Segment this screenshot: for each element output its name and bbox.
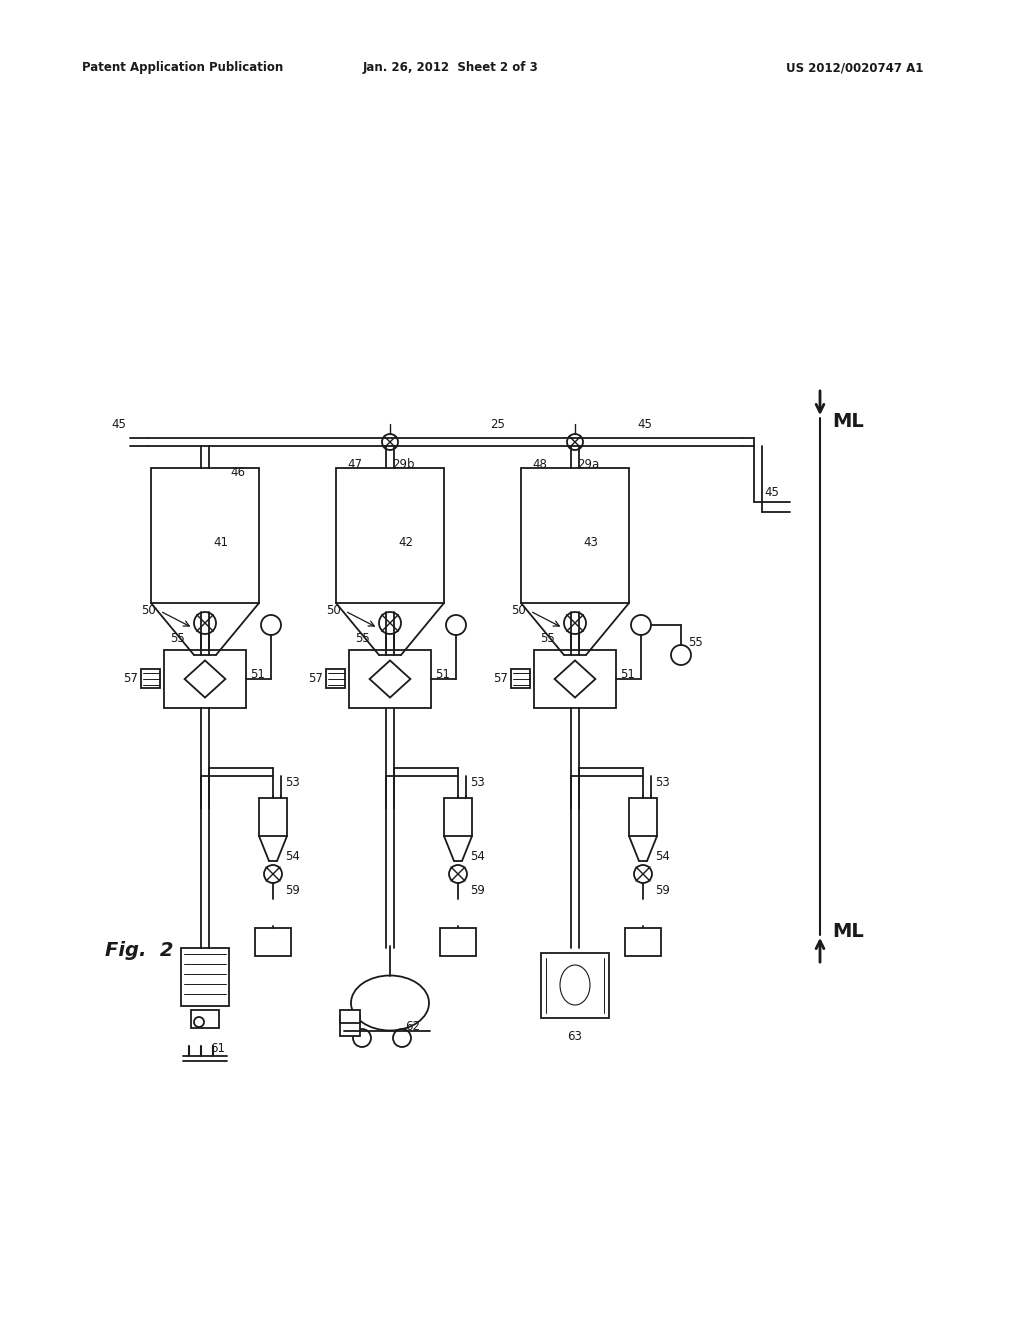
Text: 42: 42 — [398, 536, 413, 549]
Text: 57: 57 — [494, 672, 508, 685]
Text: 41: 41 — [213, 536, 228, 549]
Bar — [259, 799, 287, 836]
Text: 46: 46 — [230, 466, 245, 479]
Circle shape — [631, 615, 651, 635]
Bar — [629, 799, 657, 836]
Bar — [181, 948, 229, 1006]
Text: 55: 55 — [355, 631, 370, 644]
Text: 48: 48 — [532, 458, 547, 470]
Polygon shape — [370, 660, 411, 697]
Text: 55: 55 — [540, 631, 555, 644]
Text: 54: 54 — [285, 850, 300, 862]
Text: 50: 50 — [327, 605, 341, 618]
Text: 29b: 29b — [392, 458, 415, 470]
Circle shape — [671, 645, 691, 665]
Text: 45: 45 — [112, 417, 126, 430]
Bar — [440, 928, 476, 956]
Text: 54: 54 — [655, 850, 670, 862]
Text: 53: 53 — [470, 776, 484, 789]
Polygon shape — [555, 660, 595, 697]
Bar — [255, 928, 291, 956]
Text: 47: 47 — [347, 458, 362, 470]
Text: US 2012/0020747 A1: US 2012/0020747 A1 — [786, 62, 924, 74]
Text: 57: 57 — [308, 672, 323, 685]
Text: 59: 59 — [285, 884, 300, 898]
Text: 29a: 29a — [577, 458, 599, 470]
Text: 54: 54 — [470, 850, 485, 862]
Circle shape — [353, 1030, 371, 1047]
Text: 43: 43 — [583, 536, 598, 549]
Circle shape — [449, 865, 467, 883]
Polygon shape — [184, 660, 225, 697]
Circle shape — [382, 434, 398, 450]
Circle shape — [264, 865, 282, 883]
Text: 61: 61 — [210, 1041, 225, 1055]
Text: Jan. 26, 2012  Sheet 2 of 3: Jan. 26, 2012 Sheet 2 of 3 — [362, 62, 538, 74]
Text: 55: 55 — [170, 631, 184, 644]
Text: 45: 45 — [764, 486, 779, 499]
Bar — [511, 669, 530, 688]
Text: Patent Application Publication: Patent Application Publication — [82, 62, 284, 74]
Circle shape — [194, 1016, 204, 1027]
Circle shape — [379, 612, 401, 634]
Text: 59: 59 — [470, 884, 485, 898]
Bar — [326, 669, 345, 688]
Circle shape — [564, 612, 586, 634]
Text: 57: 57 — [123, 672, 138, 685]
Text: 51: 51 — [250, 668, 265, 681]
Bar — [336, 469, 444, 603]
Text: 45: 45 — [637, 417, 652, 430]
Ellipse shape — [560, 965, 590, 1005]
Ellipse shape — [351, 975, 429, 1031]
Bar — [164, 649, 246, 708]
Text: Fig.  2: Fig. 2 — [105, 940, 173, 960]
Text: 25: 25 — [490, 417, 505, 430]
Circle shape — [393, 1030, 411, 1047]
Text: 59: 59 — [655, 884, 670, 898]
Text: ML: ML — [831, 921, 864, 941]
Text: 51: 51 — [435, 668, 450, 681]
Circle shape — [634, 865, 652, 883]
Text: 51: 51 — [620, 668, 635, 681]
Bar — [340, 1010, 360, 1023]
Bar — [444, 799, 472, 836]
Text: 55: 55 — [688, 635, 702, 648]
Circle shape — [261, 615, 281, 635]
Bar — [340, 1016, 360, 1036]
Text: 53: 53 — [655, 776, 670, 789]
Bar — [141, 669, 160, 688]
Text: 63: 63 — [567, 1030, 582, 1043]
Circle shape — [567, 434, 583, 450]
Bar — [625, 928, 662, 956]
Circle shape — [194, 612, 216, 634]
Bar — [521, 469, 629, 603]
Bar — [191, 1010, 219, 1028]
Text: ML: ML — [831, 412, 864, 432]
Bar — [534, 649, 616, 708]
Text: 50: 50 — [511, 605, 526, 618]
Text: 53: 53 — [285, 776, 300, 789]
Bar — [349, 649, 431, 708]
Text: 62: 62 — [406, 1019, 420, 1032]
Circle shape — [446, 615, 466, 635]
Text: 50: 50 — [141, 605, 156, 618]
Bar — [541, 953, 609, 1018]
Bar — [151, 469, 259, 603]
